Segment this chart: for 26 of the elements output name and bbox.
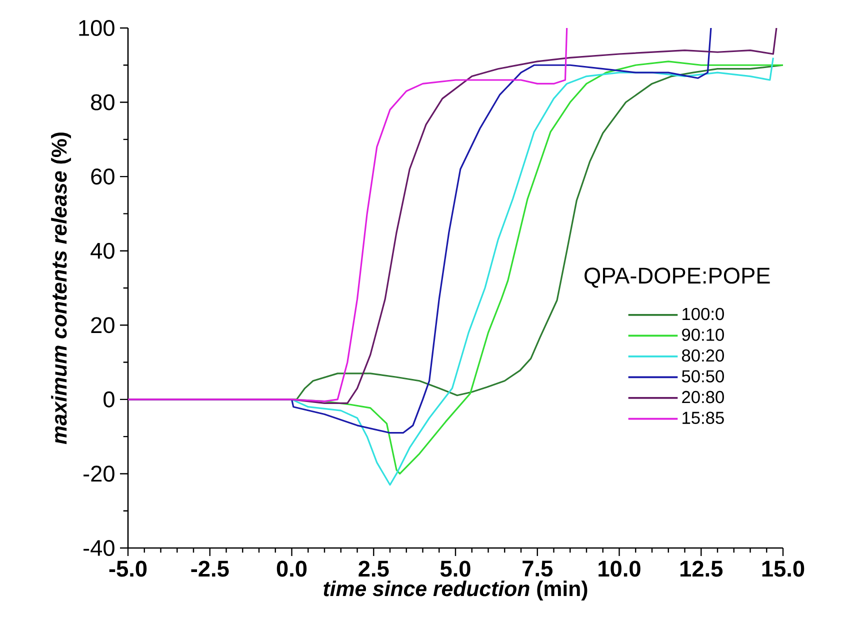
y-tick-label: 60 — [91, 168, 114, 185]
y-tick-label: 40 — [90, 242, 114, 259]
x-tick-label: 10.0 — [598, 560, 640, 577]
y-tick-label: 100 — [79, 20, 114, 36]
y-tick-label: 20 — [91, 317, 114, 334]
x-axis-title: time since reduction (min) — [324, 580, 588, 600]
legend-label: 15:85 — [682, 412, 724, 424]
x-tick-label: 5.0 — [440, 560, 470, 577]
x-tick-label: 12.5 — [680, 560, 723, 577]
y-tick-label: 0 — [104, 391, 114, 408]
x-tick-label: 2.5 — [358, 560, 389, 577]
legend-label: 80:20 — [682, 349, 724, 362]
x-tick-label: 7.5 — [522, 560, 553, 577]
y-axis-title: maximum contents release (%) — [51, 132, 71, 444]
legend-label: 90:10 — [682, 328, 724, 341]
y-tick-label: -20 — [84, 466, 114, 482]
y-tick-label: -40 — [84, 540, 114, 556]
legend-title: QPA-DOPE:POPE — [584, 268, 770, 288]
x-tick-label: -2.5 — [191, 560, 229, 577]
legend-label: 100:0 — [682, 308, 724, 320]
x-tick-label: -5.0 — [109, 560, 147, 577]
legend-label: 20:80 — [682, 390, 724, 404]
x-tick-label: 15.0 — [762, 560, 804, 577]
x-tick-label: 0.0 — [276, 560, 307, 577]
y-tick-label: 80 — [91, 94, 114, 110]
legend-label: 50:50 — [682, 370, 724, 382]
